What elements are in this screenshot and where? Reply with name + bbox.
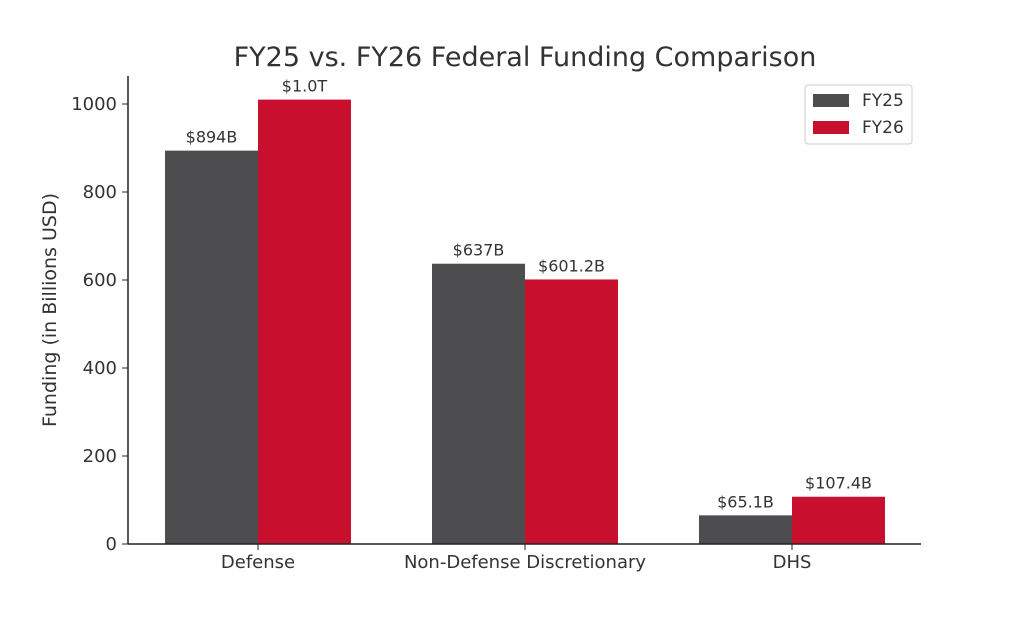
data-label: $894B [186, 128, 238, 147]
bar-fy25-2 [699, 515, 792, 544]
bar-fy25-0 [165, 150, 258, 544]
legend-label-fy25: FY25 [862, 91, 904, 111]
data-label: $1.0T [282, 77, 328, 96]
legend-swatch-fy26 [813, 121, 849, 134]
data-label: $65.1B [717, 492, 774, 511]
x-tick-label: Defense [221, 552, 295, 573]
data-label: $637B [453, 241, 505, 260]
bar-fy26-2 [792, 496, 885, 544]
x-tick-label: DHS [773, 552, 812, 573]
legend-swatch-fy25 [813, 94, 849, 107]
y-tick-label: 400 [83, 358, 117, 379]
legend: FY25 FY26 [804, 84, 913, 145]
y-tick-label: 800 [83, 182, 117, 203]
chart-title: FY25 vs. FY26 Federal Funding Comparison [234, 42, 817, 73]
bar-fy25-1 [432, 263, 525, 544]
data-label: $107.4B [805, 474, 872, 493]
y-tick-label: 600 [83, 270, 117, 291]
bar-fy26-0 [258, 99, 351, 544]
y-tick-label: 1000 [71, 94, 117, 115]
y-tick-label: 0 [106, 534, 117, 555]
bar-fy26-1 [525, 279, 618, 544]
legend-label-fy26: FY26 [862, 118, 904, 138]
y-axis-label: Funding (in Billions USD) [39, 193, 61, 427]
y-tick-label: 200 [83, 446, 117, 467]
data-label: $601.2B [538, 256, 605, 275]
x-tick-label: Non-Defense Discretionary [404, 552, 646, 573]
